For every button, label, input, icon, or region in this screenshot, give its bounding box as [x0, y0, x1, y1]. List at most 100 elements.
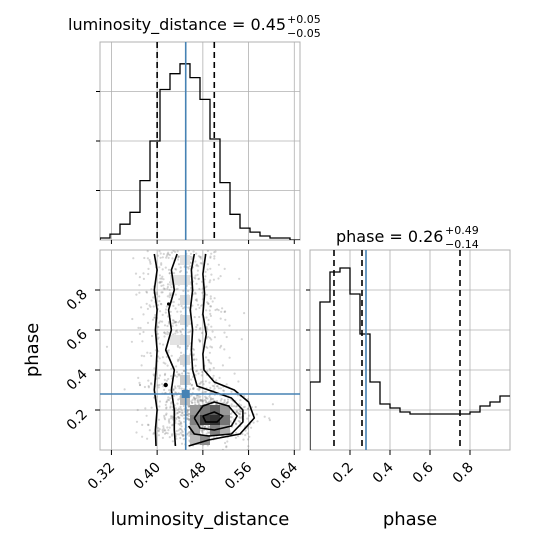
- scatter-point: [193, 276, 196, 279]
- scatter-point: [178, 385, 181, 388]
- scatter-point: [181, 434, 185, 437]
- scatter-point: [233, 372, 236, 375]
- scatter-point: [201, 429, 204, 432]
- scatter-point: [188, 430, 191, 434]
- scatter-point: [168, 389, 171, 392]
- scatter-point: [163, 414, 166, 417]
- scatter-point: [194, 292, 197, 295]
- scatter-point: [188, 330, 191, 333]
- scatter-point: [157, 325, 160, 328]
- scatter-point: [206, 397, 209, 400]
- scatter-point: [198, 256, 202, 259]
- scatter-point: [203, 425, 206, 428]
- scatter-point: [146, 423, 150, 426]
- scatter-point: [146, 351, 149, 354]
- scatter-point: [168, 296, 171, 299]
- scatter-point: [157, 429, 160, 432]
- scatter-point: [237, 419, 240, 423]
- scatter-point: [178, 417, 181, 420]
- scatter-point: [196, 399, 199, 402]
- scatter-point: [181, 412, 184, 415]
- scatter-point: [168, 418, 171, 421]
- scatter-point: [169, 402, 173, 405]
- scatter-point: [197, 401, 200, 404]
- scatter-point: [177, 360, 180, 363]
- scatter-point: [235, 410, 238, 413]
- scatter-point: [163, 418, 167, 421]
- density-cell: [190, 425, 200, 435]
- scatter-point: [193, 401, 196, 404]
- right-hist-layer: [310, 267, 510, 450]
- scatter-point: [200, 381, 203, 384]
- scatter-point: [210, 325, 213, 328]
- scatter-point: [194, 274, 197, 277]
- scatter-point: [208, 336, 212, 340]
- scatter-point: [207, 425, 210, 429]
- scatter-point: [166, 331, 169, 334]
- scatter-point: [166, 283, 170, 286]
- scatter-point: [220, 397, 223, 401]
- scatter-point: [186, 414, 189, 417]
- scatter-point: [168, 294, 171, 297]
- scatter-point: [210, 273, 213, 276]
- scatter-point: [138, 276, 141, 279]
- scatter-point: [146, 437, 149, 440]
- scatter-point: [223, 331, 226, 334]
- scatter-point: [164, 403, 167, 406]
- scatter-point: [191, 401, 194, 404]
- scatter-point: [201, 380, 204, 383]
- scatter-point: [174, 293, 177, 296]
- scatter-point: [187, 331, 190, 334]
- scatter-point: [175, 375, 179, 378]
- scatter-point: [200, 262, 203, 265]
- scatter-point: [215, 379, 218, 382]
- scatter-point: [174, 307, 177, 310]
- scatter-point: [238, 413, 241, 416]
- scatter-point: [176, 358, 179, 361]
- scatter-point: [172, 389, 175, 392]
- scatter-point: [174, 407, 177, 410]
- scatter-point: [242, 406, 245, 409]
- scatter-point: [235, 411, 238, 414]
- phase-histogram: [310, 267, 510, 450]
- scatter-point: [190, 329, 193, 332]
- scatter-point: [174, 320, 177, 323]
- scatter-point: [160, 263, 163, 266]
- scatter-point: [201, 291, 204, 294]
- scatter-point: [187, 405, 190, 408]
- scatter-point: [192, 387, 195, 390]
- scatter-point: [179, 414, 182, 417]
- scatter-point: [201, 370, 204, 373]
- scatter-point: [178, 373, 181, 376]
- scatter-point: [137, 326, 140, 329]
- scatter-point: [198, 389, 201, 392]
- scatter-point: [199, 368, 203, 371]
- scatter-point: [172, 388, 175, 391]
- scatter-point: [138, 332, 141, 335]
- scatter-point: [143, 385, 146, 389]
- scatter-point: [135, 431, 138, 434]
- scatter-point: [147, 379, 150, 382]
- scatter-point: [175, 370, 179, 374]
- scatter-point: [186, 408, 189, 411]
- scatter-point: [170, 434, 174, 437]
- scatter-point: [172, 300, 175, 304]
- scatter-point: [205, 345, 208, 348]
- scatter-point: [178, 416, 181, 419]
- scatter-point: [199, 399, 203, 402]
- scatter-point: [200, 400, 204, 403]
- scatter-point: [166, 295, 169, 298]
- scatter-point: [196, 401, 199, 404]
- scatter-point: [167, 419, 170, 423]
- scatter-point: [221, 364, 224, 367]
- scatter-point: [224, 318, 227, 321]
- scatter-point: [172, 319, 175, 322]
- scatter-point: [162, 425, 165, 428]
- title-lumdist-sup: +0.05: [287, 13, 321, 26]
- scatter-point: [161, 428, 164, 432]
- scatter-point: [188, 431, 191, 434]
- scatter-point: [192, 354, 195, 357]
- scatter-point: [209, 312, 212, 315]
- scatter-point: [205, 309, 208, 312]
- scatter-point: [238, 420, 241, 423]
